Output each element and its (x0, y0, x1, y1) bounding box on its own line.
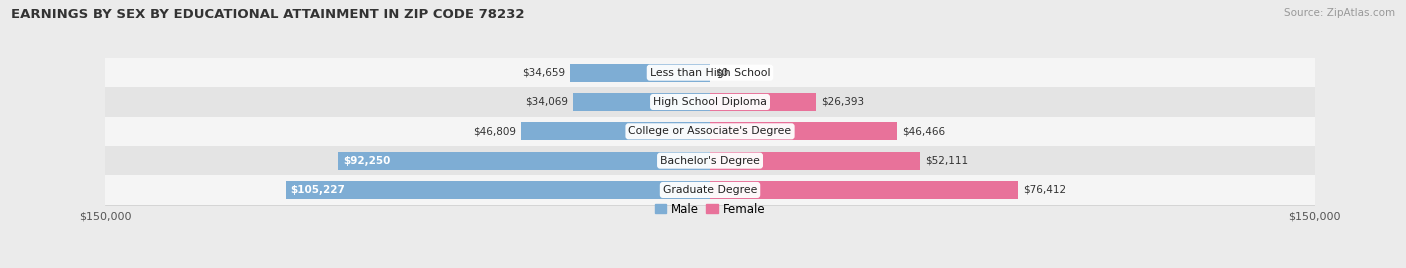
Bar (285, 181, 710, 199)
Text: $76,412: $76,412 (1022, 185, 1066, 195)
Bar (339, 152, 710, 170)
Bar (105, 87, 1315, 117)
Text: $34,069: $34,069 (524, 97, 568, 107)
Text: EARNINGS BY SEX BY EDUCATIONAL ATTAINMENT IN ZIP CODE 78232: EARNINGS BY SEX BY EDUCATIONAL ATTAINMEN… (11, 8, 524, 21)
Text: Graduate Degree: Graduate Degree (662, 185, 758, 195)
Text: $46,466: $46,466 (903, 126, 945, 136)
Bar (522, 122, 710, 140)
Text: $34,659: $34,659 (523, 68, 565, 78)
Legend: Male, Female: Male, Female (655, 203, 765, 215)
Text: $26,393: $26,393 (821, 97, 865, 107)
Bar (105, 146, 1315, 175)
Bar (571, 64, 710, 82)
Text: $0: $0 (714, 68, 728, 78)
Bar (572, 93, 710, 111)
Text: Bachelor's Degree: Bachelor's Degree (659, 156, 761, 166)
Text: $52,111: $52,111 (925, 156, 967, 166)
Bar (710, 181, 1018, 199)
Text: High School Diploma: High School Diploma (654, 97, 766, 107)
Bar (710, 122, 897, 140)
Text: Less than High School: Less than High School (650, 68, 770, 78)
Bar (710, 152, 920, 170)
Bar (105, 175, 1315, 205)
Text: $105,227: $105,227 (291, 185, 346, 195)
Bar (105, 117, 1315, 146)
Bar (710, 93, 817, 111)
Text: $92,250: $92,250 (343, 156, 391, 166)
Text: $46,809: $46,809 (474, 126, 516, 136)
Bar (105, 58, 1315, 87)
Text: Source: ZipAtlas.com: Source: ZipAtlas.com (1284, 8, 1395, 18)
Text: College or Associate's Degree: College or Associate's Degree (628, 126, 792, 136)
